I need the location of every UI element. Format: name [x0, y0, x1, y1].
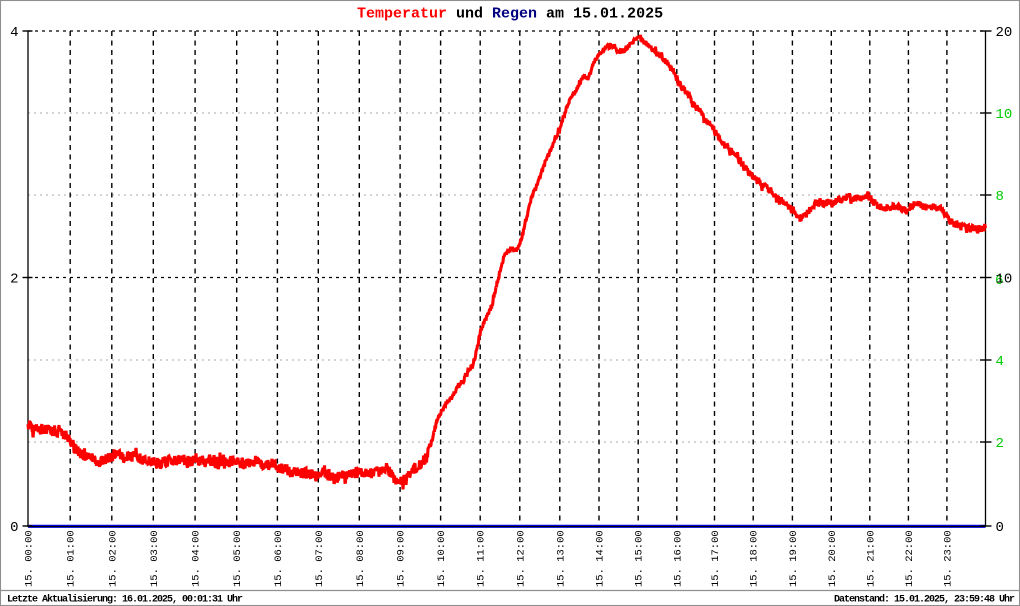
svg-text:Temperatur und Regen am 15.01.: Temperatur und Regen am 15.01.2025: [357, 6, 663, 23]
svg-text:15. 00:00: 15. 00:00: [24, 530, 36, 587]
svg-text:6: 6: [995, 273, 1003, 289]
svg-text:4: 4: [10, 25, 18, 41]
svg-text:15. 01:00: 15. 01:00: [66, 530, 78, 587]
svg-text:20: 20: [996, 25, 1013, 41]
svg-text:15. 15:00: 15. 15:00: [634, 530, 646, 587]
svg-text:15. 09:00: 15. 09:00: [396, 530, 408, 587]
svg-text:15. 19:00: 15. 19:00: [788, 530, 800, 587]
svg-text:15. 22:00: 15. 22:00: [904, 530, 916, 587]
svg-text:15. 21:00: 15. 21:00: [865, 530, 877, 587]
svg-text:Letzte Aktualisierung: 16.01.2: Letzte Aktualisierung: 16.01.2025, 00:01…: [7, 594, 243, 606]
svg-text:15. 18:00: 15. 18:00: [749, 530, 761, 587]
svg-text:0: 0: [996, 520, 1004, 536]
svg-text:15. 16:00: 15. 16:00: [672, 530, 684, 587]
svg-text:15. 17:00: 15. 17:00: [710, 530, 722, 587]
svg-text:15. 04:00: 15. 04:00: [191, 530, 203, 587]
svg-text:15. 07:00: 15. 07:00: [314, 530, 326, 587]
svg-text:10: 10: [996, 107, 1013, 123]
svg-text:15. 05:00: 15. 05:00: [232, 530, 244, 587]
svg-text:15. 14:00: 15. 14:00: [595, 530, 607, 587]
svg-text:15. 13:00: 15. 13:00: [555, 530, 567, 587]
svg-text:15. 02:00: 15. 02:00: [107, 530, 119, 587]
svg-text:15. 06:00: 15. 06:00: [273, 530, 285, 587]
svg-text:Datenstand: 15.01.2025, 23:59:: Datenstand: 15.01.2025, 23:59:48 Uhr: [834, 594, 1015, 606]
svg-text:10: 10: [996, 271, 1013, 287]
svg-text:15. 10:00: 15. 10:00: [436, 530, 448, 587]
svg-text:15. 08:00: 15. 08:00: [355, 530, 367, 587]
svg-text:0: 0: [10, 520, 18, 536]
svg-text:15. 12:00: 15. 12:00: [515, 530, 527, 587]
svg-text:15. 11:00: 15. 11:00: [476, 530, 488, 587]
svg-text:2: 2: [10, 271, 18, 287]
svg-text:15. 23:00: 15. 23:00: [942, 530, 954, 587]
svg-text:8: 8: [996, 189, 1004, 205]
svg-text:2: 2: [996, 436, 1004, 452]
svg-text:15. 03:00: 15. 03:00: [149, 530, 161, 587]
svg-text:15. 20:00: 15. 20:00: [827, 530, 839, 587]
svg-text:4: 4: [996, 354, 1004, 370]
